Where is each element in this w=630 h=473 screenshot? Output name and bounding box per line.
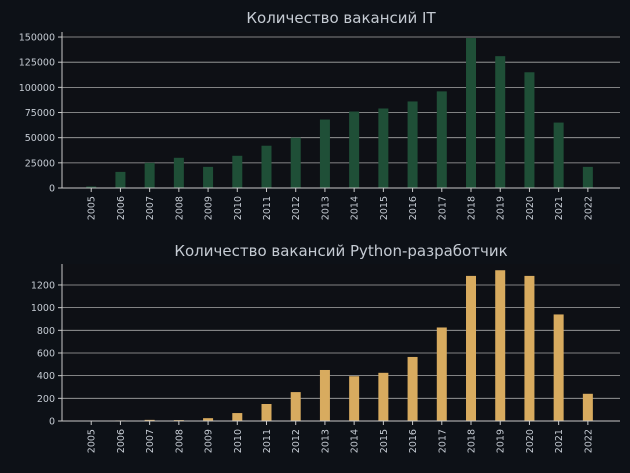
x-tick-label: 2008: [174, 429, 185, 453]
chart-title-python: Количество вакансий Python-разработчик: [174, 242, 507, 260]
bar: [144, 419, 155, 421]
x-tick-label: 2007: [145, 429, 156, 453]
x-tick-label: 2022: [583, 196, 594, 220]
bar: [436, 327, 447, 421]
x-tick-label: 2017: [437, 429, 448, 453]
x-tick-label: 2020: [525, 196, 536, 220]
x-tick-label: 2008: [174, 196, 185, 220]
x-tick-label: 2009: [204, 429, 215, 453]
x-tick-label: 2011: [262, 196, 273, 220]
bar: [466, 275, 477, 421]
y-tick-label: 25000: [25, 158, 55, 169]
x-tick-label: 2005: [87, 196, 98, 220]
y-tick-label: 1000: [31, 303, 55, 314]
bar: [436, 91, 447, 188]
y-tick-label: 150000: [19, 33, 55, 44]
x-tick-label: 2020: [525, 429, 536, 453]
bar: [349, 111, 360, 188]
x-tick-label: 2021: [554, 429, 565, 453]
y-tick-label: 600: [37, 348, 55, 359]
bar: [144, 162, 155, 188]
bar: [407, 101, 418, 188]
x-tick-label: 2009: [204, 196, 215, 220]
x-tick-label: 2019: [496, 196, 507, 220]
y-tick-label: 0: [49, 417, 55, 428]
x-tick-label: 2010: [233, 429, 244, 453]
bar: [173, 157, 184, 188]
x-tick-label: 2015: [379, 196, 390, 220]
x-tick-label: 2014: [350, 196, 361, 220]
x-tick-label: 2021: [554, 196, 565, 220]
x-tick-label: 2006: [116, 429, 127, 453]
bar: [290, 392, 301, 421]
bar: [407, 356, 418, 421]
x-tick-label: 2014: [350, 429, 361, 453]
x-tick-label: 2012: [291, 429, 302, 453]
bar: [553, 314, 564, 421]
y-tick-label: 100000: [19, 83, 55, 94]
bar: [261, 403, 272, 421]
x-tick-label: 2011: [262, 429, 273, 453]
bar: [86, 186, 97, 188]
chart-title-it: Количество вакансий IT: [246, 9, 436, 27]
bar: [115, 171, 126, 188]
plot-area: [62, 264, 620, 421]
y-tick-label: 125000: [19, 58, 55, 69]
bar: [203, 166, 214, 188]
x-tick-label: 2018: [467, 196, 478, 220]
chart-it-vacancies: 0 25000 50000 75000 100000 125000 150000 2005 20…: [19, 9, 620, 220]
bar: [261, 145, 272, 188]
bar: [524, 275, 535, 421]
y-tick-label: 50000: [25, 133, 55, 144]
x-tick-label: 2012: [291, 196, 302, 220]
x-tick-label: 2010: [233, 196, 244, 220]
y-tick-label: 200: [37, 394, 55, 405]
bar: [553, 122, 564, 188]
y-tick-label: 400: [37, 371, 55, 382]
x-tick-label: 2016: [408, 196, 419, 220]
chart-python-vacancies: 0 200 400 600 800 1000 1200 2005 2006 2007 2008 200…: [31, 242, 620, 453]
bar: [582, 166, 593, 188]
x-tick-label: 2019: [496, 429, 507, 453]
bar: [466, 38, 477, 188]
x-tick-label: 2016: [408, 429, 419, 453]
x-tick-label: 2007: [145, 196, 156, 220]
bar: [378, 108, 389, 188]
bar: [495, 270, 506, 421]
bar: [378, 372, 389, 421]
x-tick-label: 2005: [87, 429, 98, 453]
bar: [524, 72, 535, 188]
bar: [495, 56, 506, 188]
x-tick-label: 2006: [116, 196, 127, 220]
bar: [349, 376, 360, 421]
y-tick-label: 800: [37, 326, 55, 337]
bar: [203, 418, 214, 421]
bar: [582, 393, 593, 421]
bar: [319, 369, 330, 421]
x-tick-label: 2013: [320, 196, 331, 220]
bar: [290, 137, 301, 188]
x-tick-label: 2022: [583, 429, 594, 453]
x-tick-label: 2017: [437, 196, 448, 220]
x-tick-label: 2013: [320, 429, 331, 453]
bar: [232, 413, 243, 421]
x-tick-label: 2015: [379, 429, 390, 453]
bar: [232, 155, 243, 188]
y-tick-label: 0: [49, 184, 55, 195]
y-tick-label: 1200: [31, 280, 55, 291]
y-tick-label: 75000: [25, 108, 55, 119]
bar: [319, 119, 330, 188]
x-tick-label: 2018: [467, 429, 478, 453]
